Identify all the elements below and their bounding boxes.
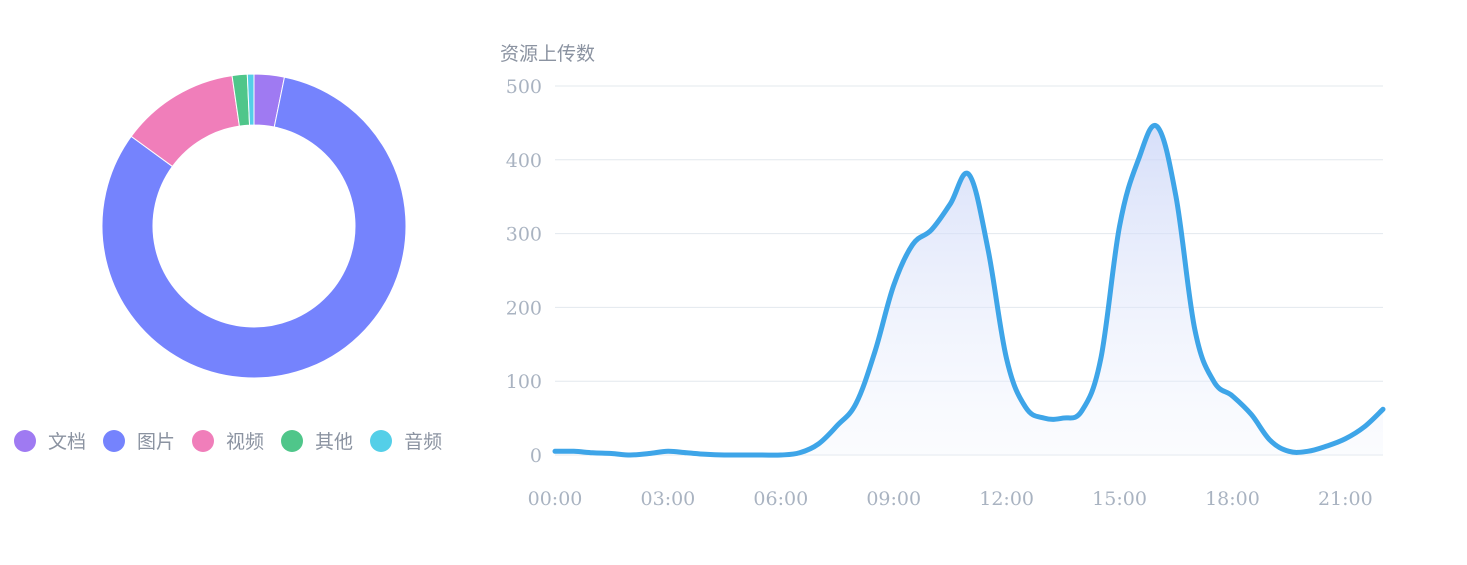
x-tick-label: 03:00: [641, 488, 696, 510]
legend-dot: [370, 429, 393, 452]
y-tick-label: 100: [506, 371, 542, 393]
x-tick-label: 06:00: [753, 488, 808, 510]
data-point[interactable]: [683, 449, 691, 457]
y-tick-label: 200: [506, 297, 542, 319]
data-point[interactable]: [645, 450, 653, 458]
data-point[interactable]: [551, 447, 559, 455]
data-point[interactable]: [852, 399, 860, 407]
data-point[interactable]: [1191, 326, 1199, 334]
legend-label: 其他: [315, 431, 354, 453]
legend-item-2[interactable]: 视频: [192, 427, 264, 454]
legend-item-3[interactable]: 其他: [281, 427, 353, 454]
data-point[interactable]: [1285, 447, 1293, 455]
legend-item-4[interactable]: 音频: [370, 427, 442, 454]
y-tick-label: 0: [530, 445, 542, 467]
legend-dot: [192, 429, 215, 452]
data-point[interactable]: [833, 421, 841, 429]
data-point[interactable]: [1040, 414, 1048, 422]
data-point[interactable]: [927, 226, 935, 234]
data-point[interactable]: [909, 241, 917, 249]
y-tick-label: 400: [506, 150, 542, 172]
data-point[interactable]: [1134, 156, 1142, 164]
x-tick-label: 21:00: [1318, 488, 1373, 510]
data-point[interactable]: [1341, 435, 1349, 443]
legend-label: 图片: [137, 431, 176, 453]
data-point[interactable]: [589, 449, 597, 457]
y-axis-title: 资源上传数: [500, 43, 595, 65]
donut-chart: 文档 图片 视频 其他 音频: [0, 0, 500, 565]
data-point[interactable]: [1323, 442, 1331, 450]
data-point[interactable]: [965, 171, 973, 179]
legend-label: 视频: [226, 431, 265, 453]
data-point[interactable]: [702, 450, 710, 458]
data-point[interactable]: [607, 450, 615, 458]
y-tick-label: 500: [506, 76, 542, 98]
legend-dot: [103, 429, 126, 452]
data-point[interactable]: [1228, 392, 1236, 400]
data-point[interactable]: [814, 440, 822, 448]
data-point[interactable]: [1210, 377, 1218, 385]
data-point[interactable]: [1172, 193, 1180, 201]
data-point[interactable]: [1360, 423, 1368, 431]
x-tick-label: 15:00: [1092, 488, 1147, 510]
legend-item-0[interactable]: 文档: [14, 427, 86, 454]
donut-legend: 文档 图片 视频 其他 音频: [14, 427, 459, 454]
data-point[interactable]: [1304, 447, 1312, 455]
donut-svg: [101, 73, 407, 379]
donut-slice-1[interactable]: [101, 76, 407, 379]
data-point[interactable]: [1153, 123, 1161, 131]
data-point[interactable]: [1003, 355, 1011, 363]
data-point[interactable]: [1379, 405, 1387, 413]
data-point[interactable]: [1059, 414, 1067, 422]
data-point[interactable]: [664, 447, 672, 455]
data-point[interactable]: [758, 451, 766, 459]
donut-slice-4[interactable]: [246, 73, 255, 126]
data-point[interactable]: [890, 281, 898, 289]
series-line[interactable]: [552, 122, 1386, 458]
data-point[interactable]: [626, 451, 634, 459]
data-point[interactable]: [1097, 355, 1105, 363]
data-point[interactable]: [777, 451, 785, 459]
x-tick-label: 18:00: [1205, 488, 1260, 510]
data-point[interactable]: [720, 451, 728, 459]
legend-label: 文档: [48, 431, 87, 453]
data-point[interactable]: [1247, 410, 1255, 418]
legend-dot: [14, 429, 36, 452]
y-tick-label: 300: [506, 224, 542, 246]
x-tick-label: 09:00: [866, 488, 921, 510]
x-tick-label: 12:00: [979, 488, 1034, 510]
data-point[interactable]: [739, 451, 747, 459]
data-point[interactable]: [1116, 222, 1124, 230]
data-point[interactable]: [1078, 407, 1086, 415]
legend-item-1[interactable]: 图片: [103, 427, 175, 454]
data-point[interactable]: [570, 447, 578, 455]
legend-label: 音频: [404, 431, 443, 453]
data-point[interactable]: [1266, 436, 1274, 444]
x-tick-label: 00:00: [528, 488, 583, 510]
data-point[interactable]: [1021, 403, 1029, 411]
legend-dot: [281, 429, 304, 452]
data-point[interactable]: [871, 348, 879, 356]
data-point[interactable]: [984, 244, 992, 252]
data-point[interactable]: [946, 200, 954, 208]
data-point[interactable]: [796, 449, 804, 457]
